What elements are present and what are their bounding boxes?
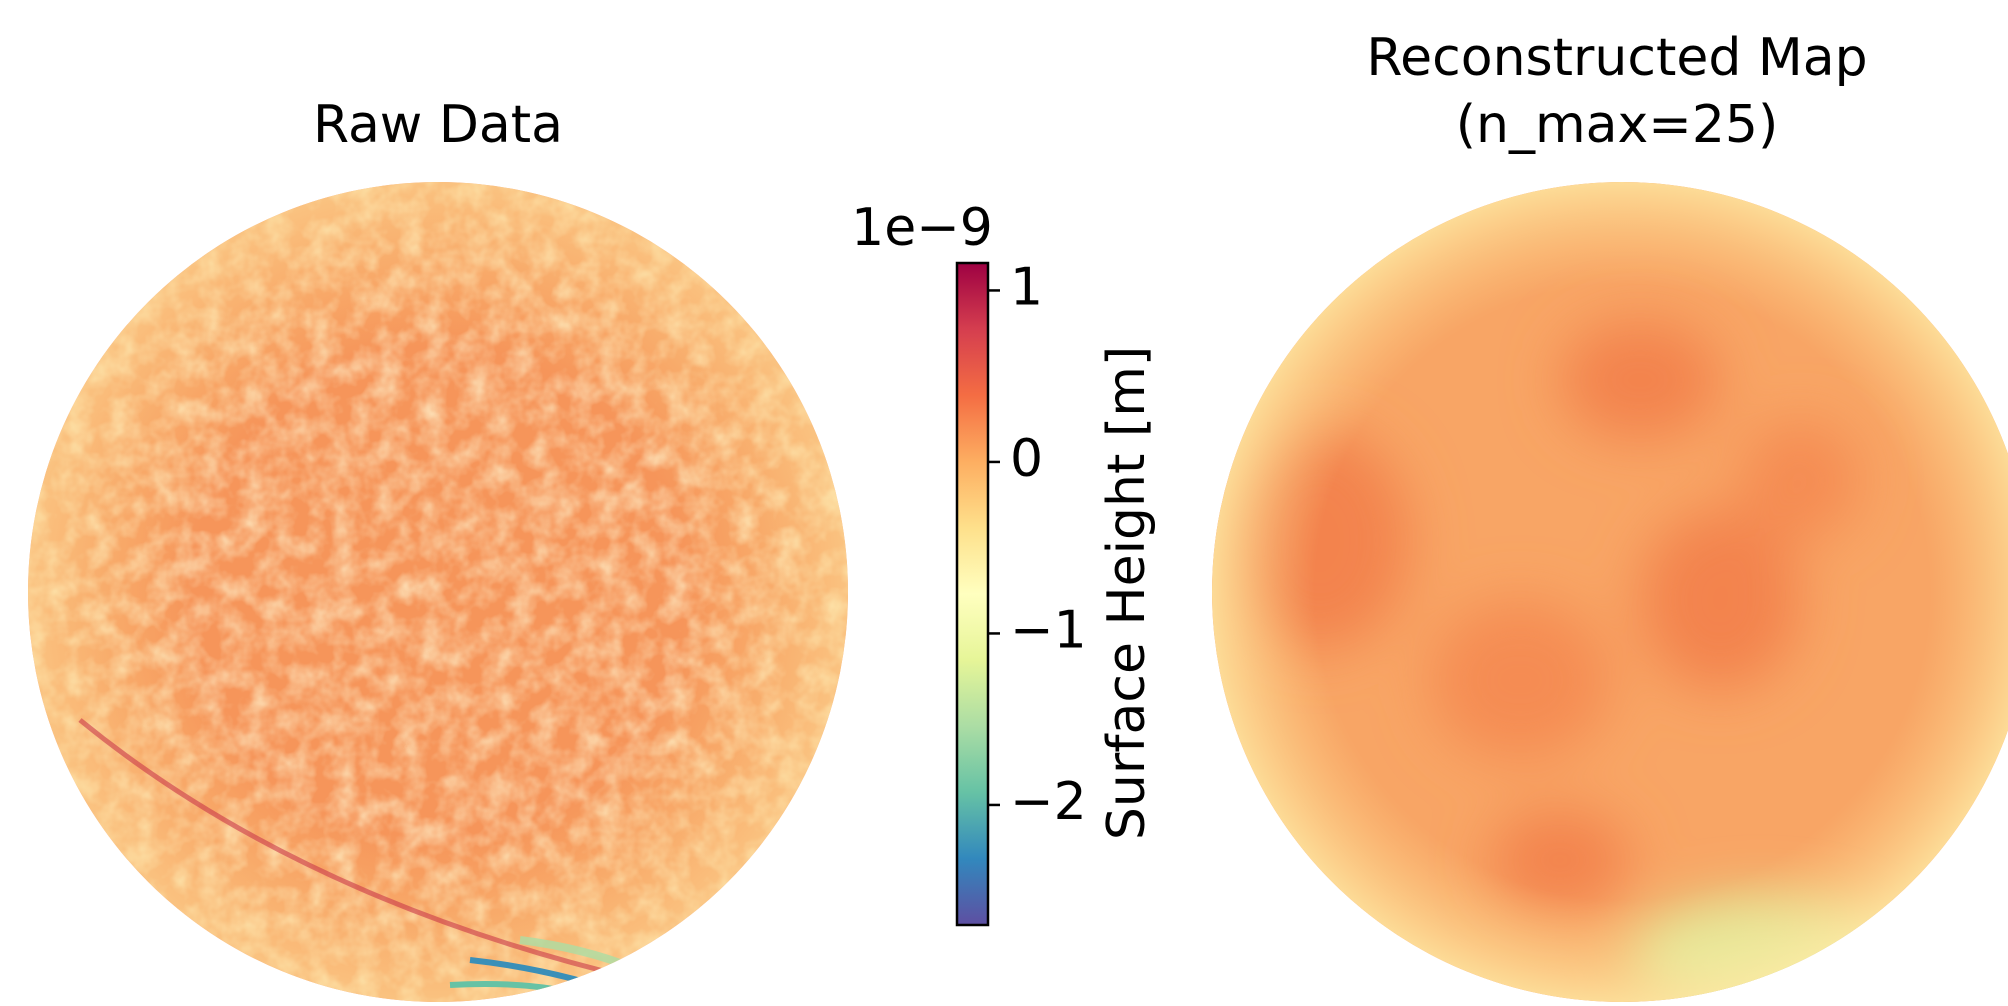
colorbar-label: Surface Height [m]: [1097, 346, 1157, 840]
raw-data-image: [28, 182, 848, 1002]
tick-label: −2: [1010, 772, 1087, 832]
figure: Raw Data Reconstructed Map (n_max=25) 1e−…: [0, 0, 2008, 1006]
tick-label: 1: [1010, 257, 1043, 317]
title-line: (n_max=25): [1456, 95, 1779, 155]
colorbar: [957, 263, 988, 925]
panel-title: Reconstructed Map (n_max=25): [1366, 28, 1867, 155]
reconstructed-image: [1210, 182, 2008, 1006]
offset-text: 1e−9: [851, 198, 993, 258]
panel-title: Raw Data: [313, 95, 563, 155]
tick-label: 0: [1010, 429, 1043, 489]
tick-label: −1: [1010, 600, 1087, 660]
title-line: Reconstructed Map: [1366, 28, 1867, 88]
